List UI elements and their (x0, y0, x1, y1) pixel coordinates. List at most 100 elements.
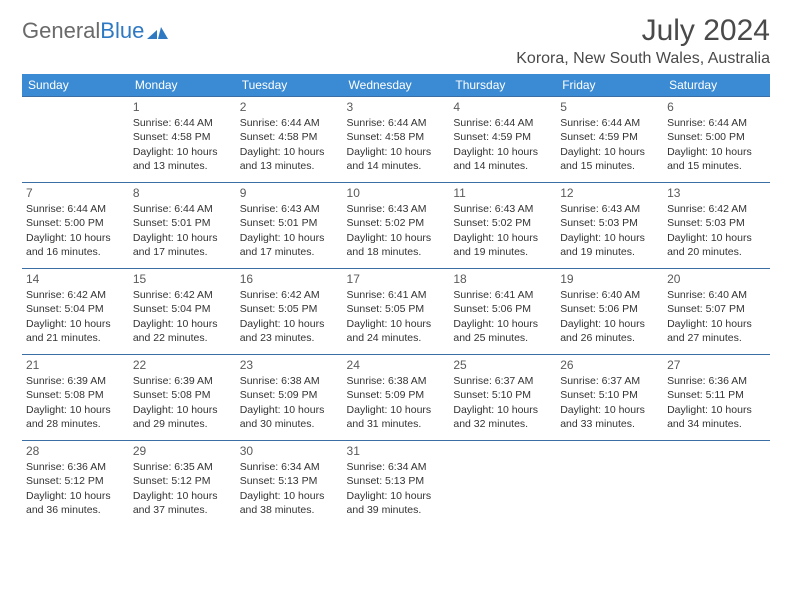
weekday-header: Tuesday (236, 74, 343, 97)
calendar-row: 7Sunrise: 6:44 AMSunset: 5:00 PMDaylight… (22, 183, 770, 269)
daylight-line: Daylight: 10 hours and 37 minutes. (133, 489, 232, 517)
sunrise-line: Sunrise: 6:44 AM (133, 116, 232, 130)
sunset-line: Sunset: 5:01 PM (240, 216, 339, 230)
calendar-cell: 26Sunrise: 6:37 AMSunset: 5:10 PMDayligh… (556, 355, 663, 441)
sunset-line: Sunset: 4:59 PM (453, 130, 552, 144)
day-number: 2 (240, 99, 339, 115)
calendar-cell: 11Sunrise: 6:43 AMSunset: 5:02 PMDayligh… (449, 183, 556, 269)
calendar-cell: 9Sunrise: 6:43 AMSunset: 5:01 PMDaylight… (236, 183, 343, 269)
daylight-line: Daylight: 10 hours and 18 minutes. (347, 231, 446, 259)
sunset-line: Sunset: 5:11 PM (667, 388, 766, 402)
daylight-line: Daylight: 10 hours and 31 minutes. (347, 403, 446, 431)
calendar-cell: 1Sunrise: 6:44 AMSunset: 4:58 PMDaylight… (129, 97, 236, 183)
day-number: 10 (347, 185, 446, 201)
sunrise-line: Sunrise: 6:44 AM (240, 116, 339, 130)
daylight-line: Daylight: 10 hours and 29 minutes. (133, 403, 232, 431)
sunrise-line: Sunrise: 6:37 AM (453, 374, 552, 388)
day-number: 20 (667, 271, 766, 287)
calendar-cell: 10Sunrise: 6:43 AMSunset: 5:02 PMDayligh… (343, 183, 450, 269)
daylight-line: Daylight: 10 hours and 20 minutes. (667, 231, 766, 259)
weekday-header: Wednesday (343, 74, 450, 97)
calendar-cell: 7Sunrise: 6:44 AMSunset: 5:00 PMDaylight… (22, 183, 129, 269)
calendar-cell (22, 97, 129, 183)
sunset-line: Sunset: 5:04 PM (133, 302, 232, 316)
day-number: 12 (560, 185, 659, 201)
day-number: 4 (453, 99, 552, 115)
daylight-line: Daylight: 10 hours and 19 minutes. (453, 231, 552, 259)
sunset-line: Sunset: 4:58 PM (347, 130, 446, 144)
sunrise-line: Sunrise: 6:39 AM (133, 374, 232, 388)
brand-word-1: General (22, 18, 100, 44)
daylight-line: Daylight: 10 hours and 19 minutes. (560, 231, 659, 259)
daylight-line: Daylight: 10 hours and 13 minutes. (133, 145, 232, 173)
daylight-line: Daylight: 10 hours and 34 minutes. (667, 403, 766, 431)
weekday-header: Saturday (663, 74, 770, 97)
day-number: 19 (560, 271, 659, 287)
calendar-cell (449, 441, 556, 527)
sunrise-line: Sunrise: 6:44 AM (453, 116, 552, 130)
daylight-line: Daylight: 10 hours and 17 minutes. (133, 231, 232, 259)
daylight-line: Daylight: 10 hours and 28 minutes. (26, 403, 125, 431)
calendar-cell: 20Sunrise: 6:40 AMSunset: 5:07 PMDayligh… (663, 269, 770, 355)
daylight-line: Daylight: 10 hours and 26 minutes. (560, 317, 659, 345)
weekday-header: Friday (556, 74, 663, 97)
daylight-line: Daylight: 10 hours and 38 minutes. (240, 489, 339, 517)
daylight-line: Daylight: 10 hours and 27 minutes. (667, 317, 766, 345)
calendar-cell: 13Sunrise: 6:42 AMSunset: 5:03 PMDayligh… (663, 183, 770, 269)
calendar-cell: 15Sunrise: 6:42 AMSunset: 5:04 PMDayligh… (129, 269, 236, 355)
day-number: 13 (667, 185, 766, 201)
sunrise-line: Sunrise: 6:34 AM (240, 460, 339, 474)
sunset-line: Sunset: 5:00 PM (667, 130, 766, 144)
day-number: 21 (26, 357, 125, 373)
calendar-cell (663, 441, 770, 527)
calendar-cell (556, 441, 663, 527)
daylight-line: Daylight: 10 hours and 17 minutes. (240, 231, 339, 259)
daylight-line: Daylight: 10 hours and 25 minutes. (453, 317, 552, 345)
weekday-header: Monday (129, 74, 236, 97)
calendar-cell: 24Sunrise: 6:38 AMSunset: 5:09 PMDayligh… (343, 355, 450, 441)
brand-word-2: Blue (100, 18, 144, 44)
calendar-cell: 23Sunrise: 6:38 AMSunset: 5:09 PMDayligh… (236, 355, 343, 441)
day-number: 16 (240, 271, 339, 287)
sunrise-line: Sunrise: 6:40 AM (667, 288, 766, 302)
day-number: 26 (560, 357, 659, 373)
daylight-line: Daylight: 10 hours and 30 minutes. (240, 403, 339, 431)
day-number: 24 (347, 357, 446, 373)
sunset-line: Sunset: 5:09 PM (240, 388, 339, 402)
day-number: 23 (240, 357, 339, 373)
sunrise-line: Sunrise: 6:44 AM (667, 116, 766, 130)
day-number: 6 (667, 99, 766, 115)
sunset-line: Sunset: 5:02 PM (347, 216, 446, 230)
sunset-line: Sunset: 4:59 PM (560, 130, 659, 144)
calendar-cell: 8Sunrise: 6:44 AMSunset: 5:01 PMDaylight… (129, 183, 236, 269)
daylight-line: Daylight: 10 hours and 32 minutes. (453, 403, 552, 431)
sunrise-line: Sunrise: 6:42 AM (26, 288, 125, 302)
sunrise-line: Sunrise: 6:42 AM (240, 288, 339, 302)
calendar-row: 14Sunrise: 6:42 AMSunset: 5:04 PMDayligh… (22, 269, 770, 355)
sunset-line: Sunset: 5:08 PM (133, 388, 232, 402)
sunrise-line: Sunrise: 6:44 AM (133, 202, 232, 216)
daylight-line: Daylight: 10 hours and 22 minutes. (133, 317, 232, 345)
sunrise-line: Sunrise: 6:38 AM (347, 374, 446, 388)
daylight-line: Daylight: 10 hours and 39 minutes. (347, 489, 446, 517)
sunrise-line: Sunrise: 6:36 AM (667, 374, 766, 388)
day-number: 31 (347, 443, 446, 459)
day-number: 11 (453, 185, 552, 201)
brand-mark-icon (147, 24, 169, 40)
daylight-line: Daylight: 10 hours and 14 minutes. (347, 145, 446, 173)
sunrise-line: Sunrise: 6:36 AM (26, 460, 125, 474)
daylight-line: Daylight: 10 hours and 36 minutes. (26, 489, 125, 517)
weekday-header: Thursday (449, 74, 556, 97)
day-number: 27 (667, 357, 766, 373)
day-number: 9 (240, 185, 339, 201)
location-subtitle: Korora, New South Wales, Australia (516, 50, 770, 68)
daylight-line: Daylight: 10 hours and 13 minutes. (240, 145, 339, 173)
sunset-line: Sunset: 5:10 PM (453, 388, 552, 402)
calendar-cell: 12Sunrise: 6:43 AMSunset: 5:03 PMDayligh… (556, 183, 663, 269)
sunrise-line: Sunrise: 6:40 AM (560, 288, 659, 302)
calendar-cell: 30Sunrise: 6:34 AMSunset: 5:13 PMDayligh… (236, 441, 343, 527)
calendar-cell: 22Sunrise: 6:39 AMSunset: 5:08 PMDayligh… (129, 355, 236, 441)
page-title: July 2024 (516, 14, 770, 48)
sunset-line: Sunset: 5:02 PM (453, 216, 552, 230)
calendar-row: 1Sunrise: 6:44 AMSunset: 4:58 PMDaylight… (22, 97, 770, 183)
